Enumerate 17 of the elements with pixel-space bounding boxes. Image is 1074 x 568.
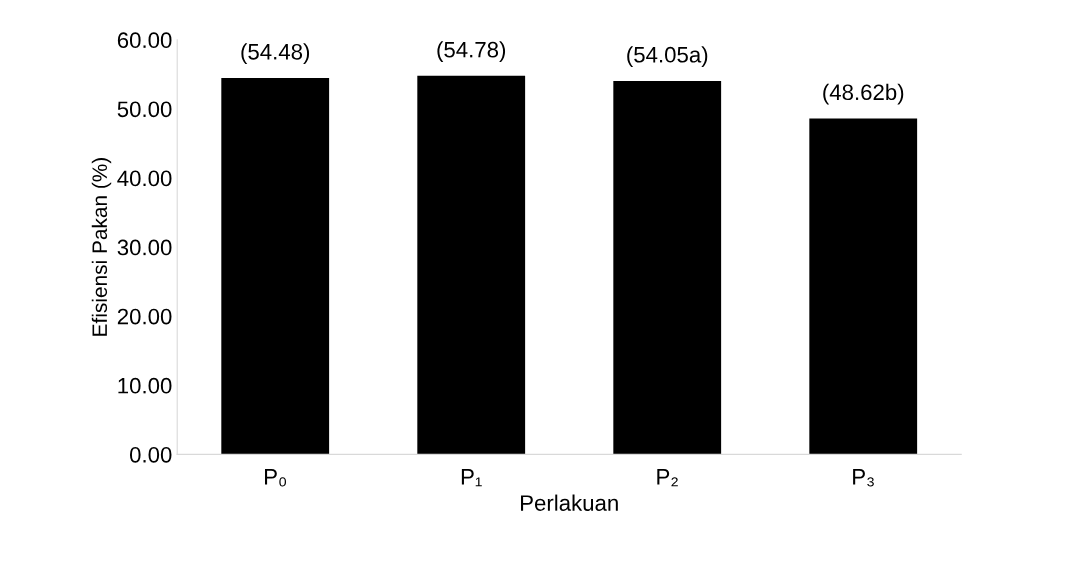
y-tick-label: 60.00 (117, 32, 172, 49)
y-tick-label: 10.00 (118, 377, 172, 394)
data-label: (54.05a) (627, 46, 708, 67)
x-tick-label: P₂ (657, 469, 678, 487)
y-tick-label: 50.00 (117, 101, 172, 118)
x-axis-title: Perlakuan (521, 494, 618, 511)
x-tick-label: P₁ (461, 469, 482, 487)
y-tick-label: 20.00 (117, 308, 172, 325)
y-tick-label: 0.00 (129, 446, 172, 463)
y-tick-label: 40.00 (117, 170, 172, 187)
data-label: (48.62b) (823, 83, 904, 105)
y-tick-label: 30.00 (117, 239, 172, 256)
x-tick-label: P₀ (265, 469, 287, 487)
data-label: (54.78) (437, 41, 506, 62)
y-axis-title: Efisiensi Pakan (%) (91, 158, 112, 336)
data-label: (54.48) (241, 43, 310, 65)
x-tick-label: P₃ (853, 469, 874, 487)
